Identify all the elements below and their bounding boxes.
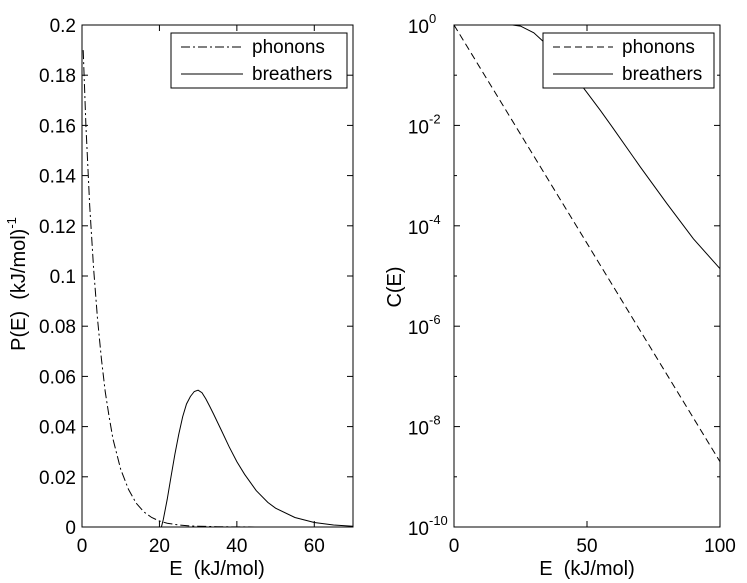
right-y-tick-label: 10 — [408, 218, 429, 239]
left-y-axis-label-exponent: -1 — [4, 217, 19, 229]
left-y-tick-label: 0 — [65, 518, 76, 539]
right-y-tick-exponent: 0 — [429, 11, 436, 26]
left-plot-frame — [81, 24, 354, 528]
right-x-tick-label: 0 — [449, 536, 460, 557]
left-plot-tick-labels: 0 20 40 60 0 0.02 0.04 0.06 0.08 0.1 0.12 0.14 0.16 0… — [39, 16, 325, 557]
right-y-tick-exponent: -6 — [429, 312, 441, 327]
left-x-axis-label: E (kJ/mol) — [169, 558, 265, 580]
right-y-tick-base: 10 — [408, 117, 429, 138]
left-plot-lines — [82, 50, 354, 528]
right-y-tick-base: 10 — [408, 318, 429, 339]
left-y-tick-label: 0.06 — [39, 367, 76, 388]
left-y-tick-label: 0.14 — [39, 167, 76, 188]
left-y-tick-label: 0.1 — [50, 267, 76, 288]
left-legend-breathers-label: breathers — [252, 64, 332, 85]
left-y-tick-label: 0.16 — [39, 116, 76, 137]
right-y-tick-base: 10 — [408, 17, 429, 38]
left-y-axis-label: P(E) (kJ/mol)-1 — [4, 217, 30, 351]
right-plot-frame — [453, 24, 721, 528]
right-plot-ticks — [453, 24, 721, 528]
right-y-tick-base: 10 — [408, 519, 429, 540]
right-y-tick-exponent: -2 — [429, 111, 441, 126]
left-x-tick-label: 20 — [149, 536, 170, 557]
left-legend: phonons breathers — [170, 32, 348, 89]
right-legend-breathers-label: breathers — [622, 64, 702, 85]
right-y-tick-label: 10 — [408, 117, 429, 138]
right-y-axis-label: C(E) — [384, 266, 406, 307]
left-plot: 0 20 40 60 0 0.02 0.04 0.06 0.08 0.1 0.12 0.14 0.16 0… — [4, 16, 354, 580]
left-legend-phonons-label: phonons — [252, 37, 325, 58]
left-plot-ticks — [81, 24, 353, 528]
right-y-tick-exponent: -8 — [429, 413, 441, 428]
left-y-tick-label: 0.02 — [39, 468, 76, 489]
right-legend: phonons breathers — [542, 32, 715, 89]
right-x-tick-label: 50 — [576, 536, 597, 557]
right-y-tick-exponent: -4 — [429, 212, 441, 227]
right-legend-phonons-label: phonons — [622, 37, 695, 58]
left-y-tick-label: 0.04 — [39, 418, 76, 439]
right-legend-box — [542, 32, 715, 89]
left-x-tick-label: 40 — [226, 536, 247, 557]
left-x-tick-label: 0 — [77, 536, 88, 557]
right-y-tick-base: 10 — [408, 419, 429, 440]
right-x-axis-label: E (kJ/mol) — [539, 558, 635, 580]
right-y-tick-base: 10 — [408, 218, 429, 239]
right-plot-lines — [453, 24, 721, 462]
right-y-tick-label: 10 — [408, 318, 429, 339]
left-y-tick-label: 0.08 — [39, 317, 76, 338]
right-y-tick-label: 10 — [408, 17, 429, 38]
left-x-tick-label: 60 — [304, 536, 325, 557]
left-y-tick-label: 0.18 — [39, 66, 76, 87]
right-x-tick-label: 100 — [704, 536, 736, 557]
left-y-tick-label: 0.2 — [50, 16, 76, 37]
right-series-phonons-line — [453, 24, 721, 462]
right-y-tick-exponent: -10 — [429, 513, 448, 528]
right-y-tick-label: 10 — [408, 519, 429, 540]
left-series-breathers-line — [160, 389, 354, 528]
right-y-tick-label: 10 — [408, 419, 429, 440]
left-series-phonons-line — [82, 50, 353, 528]
left-legend-box — [170, 32, 348, 89]
left-y-tick-label: 0.12 — [39, 217, 76, 238]
left-y-axis-label-text: P(E) (kJ/mol) — [8, 229, 30, 351]
